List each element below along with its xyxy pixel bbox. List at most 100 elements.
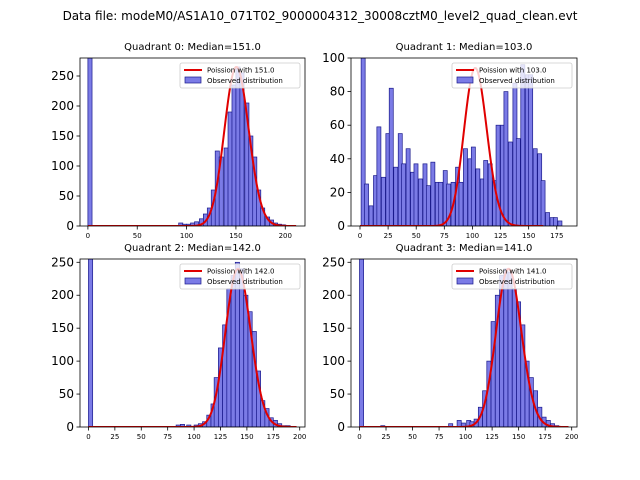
y-tick-label: 250 — [322, 255, 345, 269]
histogram-bar — [401, 163, 406, 226]
histogram-bar — [235, 66, 241, 226]
y-tick-label: 200 — [51, 99, 74, 113]
y-tick-label: 0 — [66, 219, 74, 233]
x-tick-label: 150 — [512, 433, 525, 441]
histogram-bar — [438, 181, 444, 226]
poisson-fit-curve — [87, 66, 297, 226]
panel-quadrant-3: Quadrant 3: Median=141.0 0 50 100 150 200 250 0… — [322, 243, 578, 441]
x-tick-label: 175 — [267, 433, 280, 441]
y-tick-label: 200 — [51, 288, 74, 302]
histogram-bar — [376, 126, 382, 226]
legend-box — [179, 62, 301, 89]
histogram-bar — [359, 259, 364, 427]
x-tick-label: 200 — [565, 433, 578, 441]
x-tick-label: 125 — [214, 433, 227, 441]
panel-quadrant-0: Quadrant 0: Median=151.0 0 50 100 150 200 250 0… — [51, 42, 306, 240]
y-tick-label: 200 — [322, 288, 345, 302]
histogram-bar — [227, 111, 233, 226]
histogram-bar — [511, 288, 517, 427]
x-tick-label: 100 — [459, 433, 472, 441]
histogram-bar — [368, 205, 374, 226]
x-tick-label: 125 — [494, 232, 507, 240]
x-tick-label: 25 — [382, 433, 391, 441]
poisson-fit-curve — [88, 267, 297, 427]
y-tick-label: 150 — [51, 321, 74, 335]
legend: Poission with 141.0 Observed distribution — [451, 263, 573, 290]
histogram-bar — [418, 178, 423, 226]
y-tick-label: 0 — [66, 420, 74, 434]
histogram-bar — [515, 138, 521, 226]
panel-title: Quadrant 0: Median=151.0 — [124, 42, 261, 53]
histogram-bars — [360, 58, 563, 226]
histogram-bar — [475, 168, 481, 226]
histogram-bar — [87, 58, 93, 226]
figure-suptitle: Data file: modeM0/AS1A10_071T02_90000043… — [63, 9, 578, 23]
axes-frame — [350, 57, 578, 227]
panel-title: Quadrant 3: Median=141.0 — [396, 243, 533, 254]
histogram-bar — [230, 275, 236, 427]
legend-bar-label: Observed distribution — [207, 77, 283, 85]
legend-box — [179, 263, 301, 290]
x-tick-label: 200 — [293, 433, 306, 441]
histogram-bar — [223, 147, 229, 226]
y-tick-label: 40 — [330, 152, 345, 166]
x-tick-label: 150 — [240, 433, 253, 441]
histogram-bar — [381, 176, 386, 226]
histogram-bar — [528, 74, 534, 226]
panel-quadrant-2: Quadrant 2: Median=142.0 0 50 100 150 200 250 0… — [51, 243, 306, 441]
legend-bar-swatch — [184, 76, 202, 84]
legend-bar-swatch — [456, 76, 474, 84]
y-tick-label: 0 — [337, 420, 345, 434]
panel-title: Quadrant 2: Median=142.0 — [124, 243, 261, 254]
y-tick-label: 20 — [330, 185, 345, 199]
y-tick-label: 0 — [337, 219, 345, 233]
histogram-bar — [553, 217, 558, 226]
legend-curve-label: Poission with 141.0 — [479, 268, 547, 276]
histogram-bar — [532, 148, 538, 226]
x-tick-label: 25 — [110, 433, 119, 441]
histogram-bar — [256, 370, 261, 427]
x-tick-label: 175 — [538, 433, 551, 441]
histogram-bar — [180, 424, 185, 427]
x-tick-label: 125 — [485, 433, 498, 441]
legend-bar-label: Observed distribution — [479, 77, 555, 85]
x-tick-label: 50 — [137, 433, 146, 441]
x-tick-label: 0 — [86, 433, 90, 441]
y-tick-label: 80 — [330, 85, 345, 99]
x-tick-label: 100 — [187, 433, 200, 441]
histogram-bar — [503, 91, 509, 226]
histogram-bar — [508, 141, 513, 226]
legend-curve-label: Poission with 103.0 — [479, 67, 547, 75]
histogram-bar — [540, 180, 546, 226]
y-tick-label: 150 — [51, 129, 74, 143]
histogram-bar — [393, 166, 399, 226]
x-tick-label: 0 — [358, 232, 362, 240]
panel-title: Quadrant 1: Median=103.0 — [396, 42, 533, 53]
x-tick-label: 25 — [384, 232, 393, 240]
y-tick-label: 250 — [51, 69, 74, 83]
x-tick-label: 200 — [279, 232, 292, 240]
y-tick-label: 50 — [59, 189, 74, 203]
x-tick-label: 75 — [440, 232, 449, 240]
histogram-bar — [239, 268, 245, 427]
y-tick-label: 100 — [322, 354, 345, 368]
x-tick-label: 0 — [357, 433, 361, 441]
y-tick-label: 250 — [51, 255, 74, 269]
panel-quadrant-1: Quadrant 1: Median=103.0 0 20 40 60 80 100 0 25 5… — [322, 42, 578, 240]
legend: Poission with 142.0 Observed distribution — [179, 263, 301, 290]
histogram-bar — [413, 163, 419, 226]
histogram-bar — [88, 259, 94, 427]
x-tick-label: 75 — [163, 433, 172, 441]
x-tick-label: 75 — [435, 433, 444, 441]
x-tick-label: 0 — [86, 232, 90, 240]
x-tick-label: 50 — [408, 433, 417, 441]
x-tick-label: 150 — [522, 232, 535, 240]
histogram-bar — [405, 148, 411, 226]
x-tick-label: 150 — [229, 232, 242, 240]
axes-frame — [79, 258, 306, 428]
legend-bar-label: Observed distribution — [479, 278, 555, 286]
x-tick-label: 100 — [180, 232, 193, 240]
y-tick-label: 50 — [330, 387, 345, 401]
x-tick-label: 100 — [466, 232, 479, 240]
